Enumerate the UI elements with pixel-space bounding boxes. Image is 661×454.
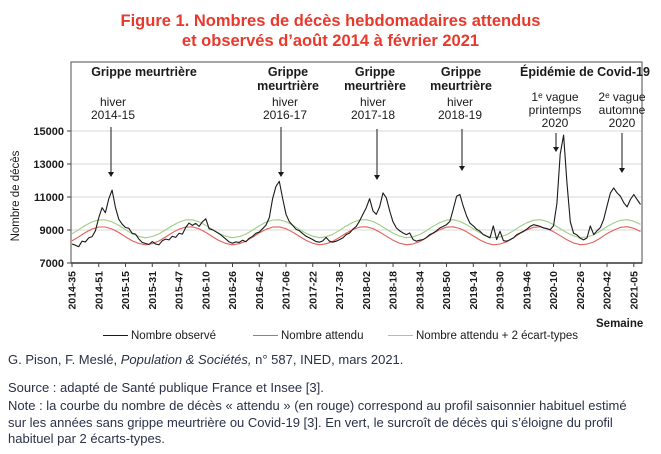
attendu-2sd-line	[71, 219, 641, 239]
legend-attendu-label: Nombre attendu	[281, 330, 364, 342]
x-tick-label: 2016-42	[254, 271, 266, 310]
x-tick-label: 2018-02	[361, 271, 373, 310]
y-tick-label: 11000	[34, 192, 64, 204]
x-tick-label: 2019-14	[468, 271, 480, 310]
observed-line	[71, 134, 641, 248]
figure-note: Note : la courbe du nombre de décès « at…	[8, 398, 627, 446]
x-tick-label: 2017-06	[281, 271, 293, 310]
figure-title-line2: et observés d’août 2014 à février 2021	[181, 32, 480, 50]
figure-credit: G. Pison, F. Meslé, Population & Société…	[8, 352, 403, 367]
source-note: Source : adapté de Santé publique France…	[8, 380, 324, 395]
credit-authors: G. Pison, F. Meslé,	[8, 352, 121, 367]
x-tick-label: 2014-35	[67, 271, 79, 310]
x-tick-label: 2017-38	[334, 271, 346, 310]
y-tick-label: 15000	[33, 126, 64, 138]
x-tick-label: 2018-34	[414, 271, 426, 310]
credit-issue: n° 587, INED, mars 2021.	[251, 352, 404, 367]
x-tick-label: 2018-18	[388, 271, 400, 310]
annotation-arrowhead-icon	[374, 175, 380, 180]
legend-attendu-2sd-label: Nombre attendu + 2 écart-types	[416, 330, 579, 342]
x-tick-label: 2014-51	[93, 271, 105, 310]
figure-title-line1: Figure 1. Nombres de décès hebdomadaires…	[120, 12, 541, 30]
observed-line-swatch-icon	[103, 335, 128, 336]
x-tick-label: 2015-47	[174, 271, 186, 310]
x-tick-label: 2016-26	[227, 271, 239, 310]
legend-item-attendu-2sd: Nombre attendu + 2 écart-types	[388, 330, 578, 342]
legend-item-observed: Nombre observé	[103, 330, 216, 342]
attendu-line	[71, 226, 641, 246]
y-axis-label: Nombre de décès	[10, 150, 22, 242]
attendu-line-swatch-icon	[253, 335, 278, 336]
y-tick-label: 7000	[40, 258, 64, 270]
annotation-arrowhead-icon	[459, 166, 465, 171]
x-tick-label: 2020-26	[575, 271, 587, 310]
x-axis-label: Semaine	[596, 318, 644, 330]
x-tick-label: 2019-46	[521, 271, 533, 310]
x-tick-label: 2015-15	[120, 271, 132, 310]
annotation-arrowhead-icon	[553, 147, 559, 152]
x-tick-label: 2016-10	[200, 271, 212, 310]
annotation-arrowhead-icon	[619, 168, 625, 173]
x-tick-label: 2019-30	[495, 271, 507, 310]
annotation-arrowhead-icon	[278, 172, 284, 177]
x-tick-label: 2017-22	[307, 271, 319, 310]
legend-observed-label: Nombre observé	[131, 330, 217, 342]
x-tick-label: 2020-42	[602, 271, 614, 310]
x-tick-label: 2018-50	[441, 271, 453, 310]
legend-item-attendu: Nombre attendu	[253, 330, 363, 342]
x-tick-label: 2020-10	[548, 271, 560, 310]
x-tick-label: 2015-31	[147, 271, 159, 310]
y-tick-label: 13000	[33, 159, 64, 171]
annotation-arrowhead-icon	[108, 172, 114, 177]
y-tick-label: 9000	[40, 225, 64, 237]
x-tick-label: 2021-05	[628, 271, 640, 310]
attendu-2sd-line-swatch-icon	[388, 335, 413, 336]
credit-journal: Population & Sociétés,	[120, 352, 252, 367]
